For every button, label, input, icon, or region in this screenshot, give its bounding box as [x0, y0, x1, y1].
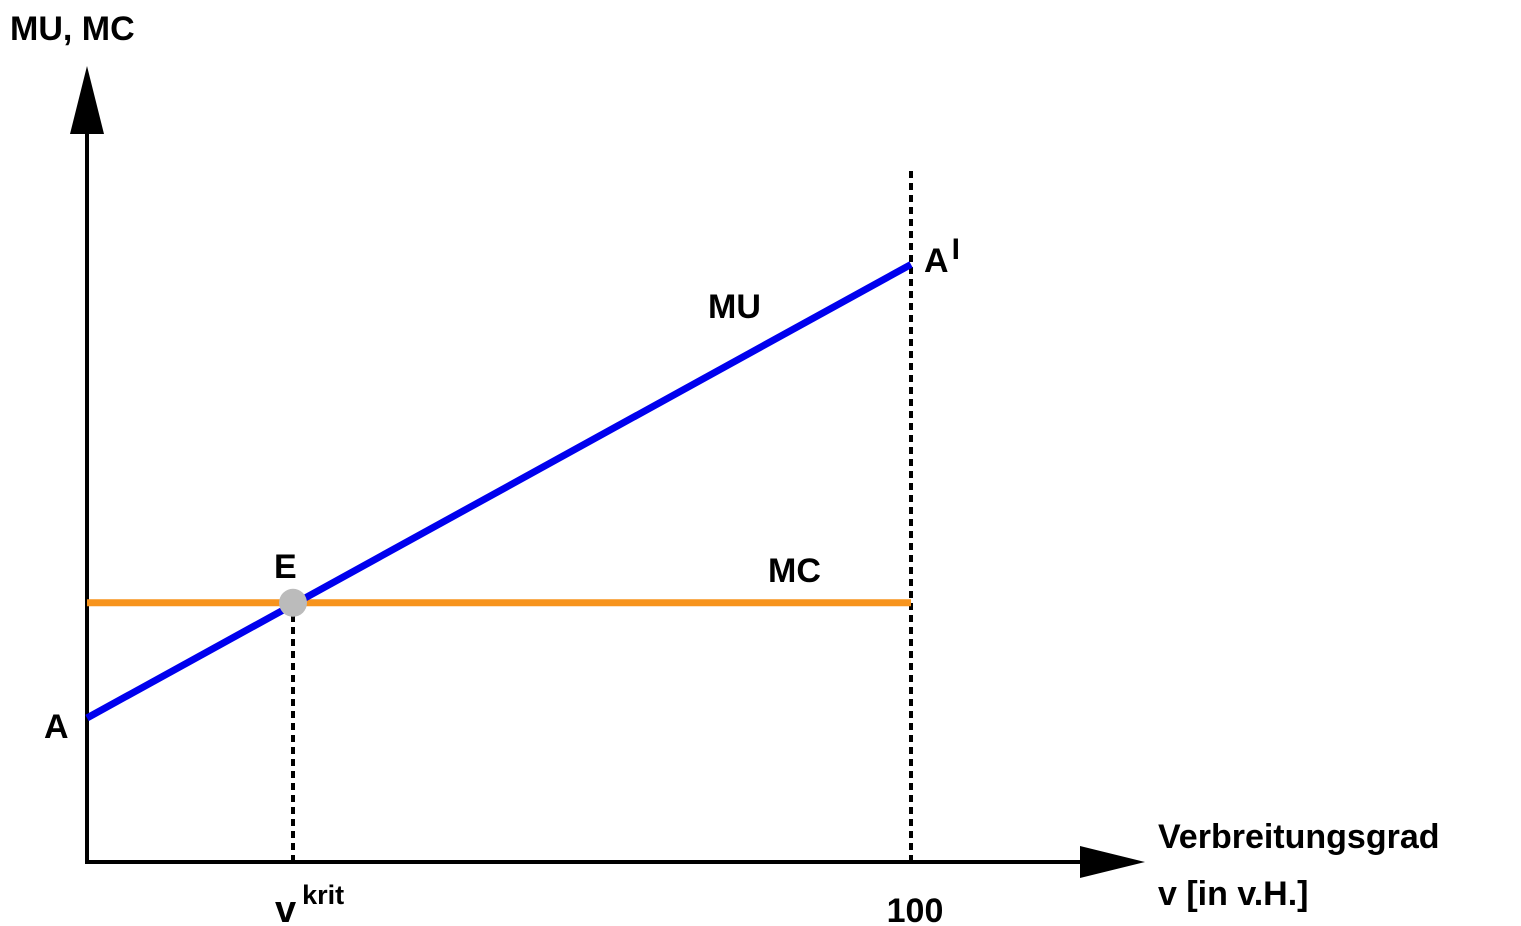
x-tick-vkrit: v krit	[275, 880, 344, 926]
series-label-mu: MU	[708, 288, 761, 326]
reference-lines	[291, 170, 913, 862]
x-tick-100: 100	[887, 892, 944, 926]
series-line-mu	[85, 261, 913, 722]
series-label-mc: MC	[768, 552, 821, 590]
point-label-e: E	[274, 548, 297, 586]
y-axis-arrow	[70, 66, 104, 134]
x-axis-label-line1: Verbreitungsgrad	[1158, 818, 1440, 856]
x-axis-label-line2: v [in v.H.]	[1158, 875, 1309, 913]
points	[279, 588, 307, 617]
point-label-a-prime-mark: I	[952, 233, 960, 266]
y-axis-label: MU, MC	[10, 10, 135, 48]
x-axis-arrow	[1080, 846, 1145, 878]
point-label-a-prime-base: A	[924, 242, 949, 280]
x-tick-vkrit-sup: krit	[302, 880, 344, 910]
point-label-a: A	[44, 708, 69, 746]
x-tick-vkrit-base: v	[275, 889, 296, 926]
point-marker-e	[279, 588, 307, 617]
series-lines	[85, 261, 913, 722]
